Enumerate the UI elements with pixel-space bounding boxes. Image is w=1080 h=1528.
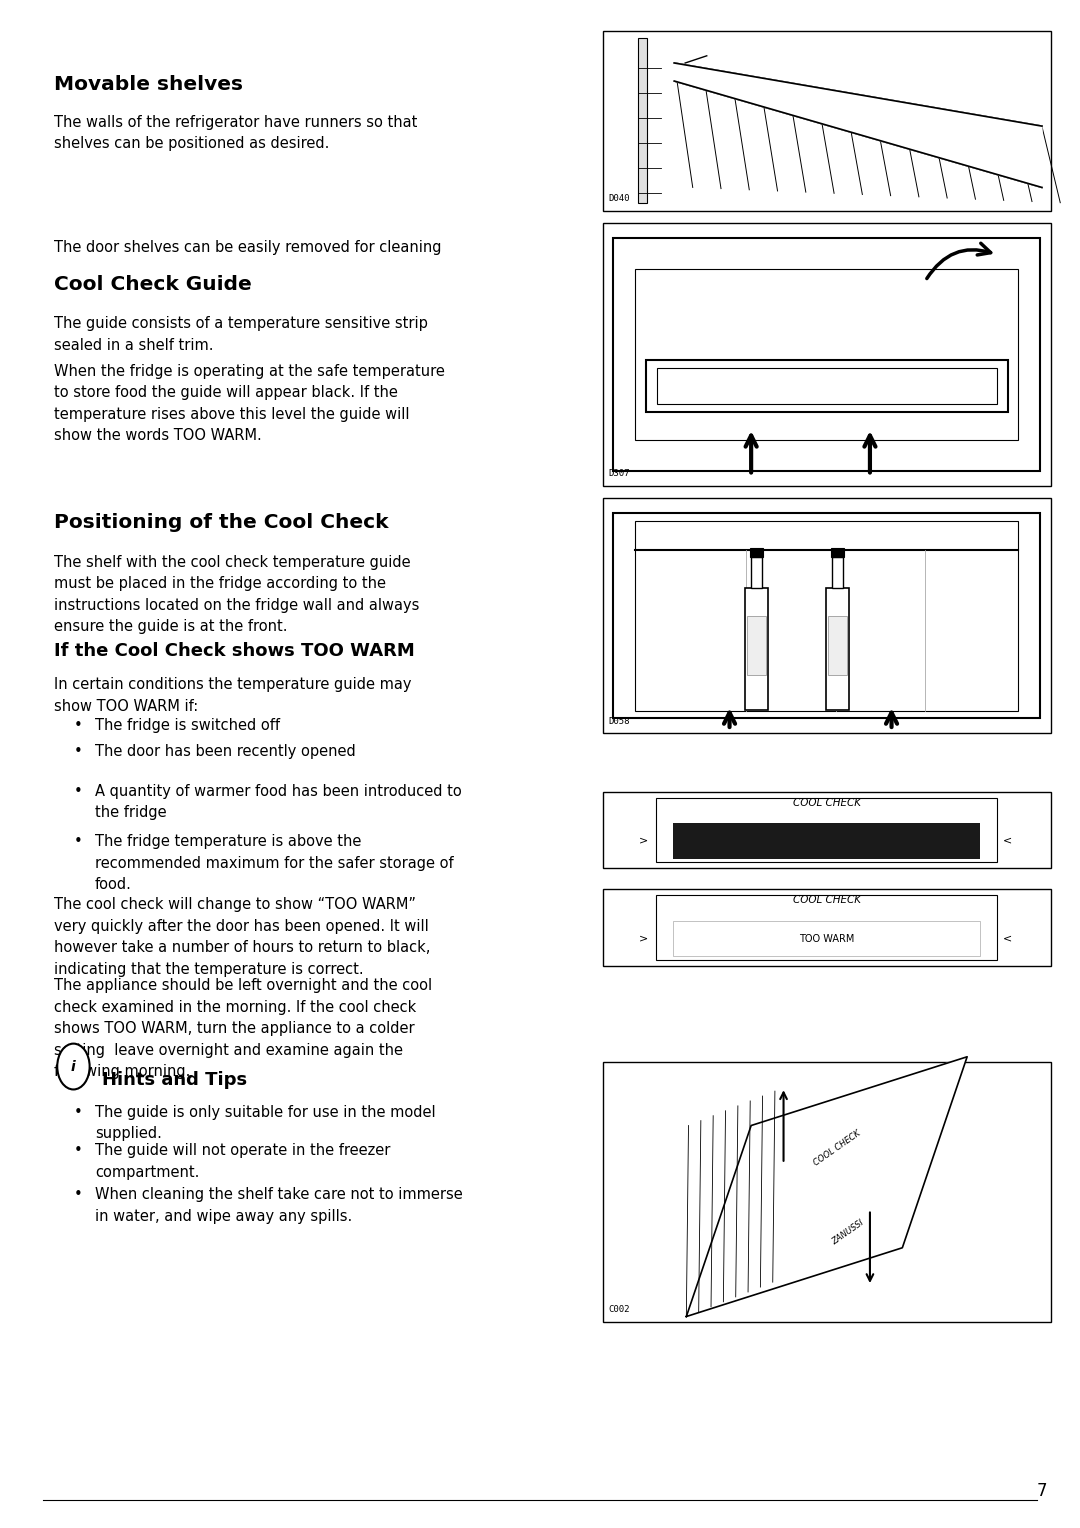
Text: D058: D058 — [608, 717, 630, 726]
Text: <: < — [1002, 836, 1012, 847]
Bar — [635, 521, 1018, 711]
Bar — [657, 895, 997, 960]
Text: i: i — [71, 1059, 76, 1074]
Bar — [603, 31, 1051, 211]
Text: In certain conditions the temperature guide may
show TOO WARM if:: In certain conditions the temperature gu… — [54, 677, 411, 714]
Bar — [638, 38, 647, 203]
Bar — [613, 513, 1040, 718]
Text: The appliance should be left overnight and the cool
check examined in the mornin: The appliance should be left overnight a… — [54, 978, 432, 1079]
Text: Positioning of the Cool Check: Positioning of the Cool Check — [54, 513, 389, 532]
Bar — [828, 616, 848, 674]
Bar — [832, 556, 843, 588]
Bar — [657, 798, 997, 862]
Text: >: > — [638, 934, 648, 944]
Text: •: • — [73, 1143, 82, 1158]
Text: Hints and Tips: Hints and Tips — [102, 1071, 246, 1089]
Text: >: > — [638, 836, 648, 847]
Bar — [603, 889, 1051, 966]
Text: •: • — [73, 744, 82, 759]
Bar — [747, 616, 767, 674]
Text: TOO WARM: TOO WARM — [799, 934, 854, 944]
Text: COOL CHECK: COOL CHECK — [812, 1129, 863, 1167]
Bar — [646, 359, 1008, 413]
Bar — [745, 588, 769, 711]
Text: The fridge is switched off: The fridge is switched off — [95, 718, 280, 733]
Bar — [603, 498, 1051, 733]
Text: If the Cool Check shows TOO WARM: If the Cool Check shows TOO WARM — [54, 642, 415, 660]
Text: ZANUSSI: ZANUSSI — [831, 1218, 866, 1247]
Bar — [603, 223, 1051, 486]
Text: The door shelves can be easily removed for cleaning: The door shelves can be easily removed f… — [54, 240, 442, 255]
Text: The cool check will change to show “TOO WARM”
very quickly after the door has be: The cool check will change to show “TOO … — [54, 897, 430, 976]
Bar — [613, 238, 1040, 471]
Bar — [635, 269, 1018, 440]
Text: C002: C002 — [608, 1305, 630, 1314]
Text: Movable shelves: Movable shelves — [54, 75, 243, 93]
Bar — [750, 547, 764, 556]
Polygon shape — [687, 1057, 968, 1317]
Text: The guide is only suitable for use in the model
supplied.: The guide is only suitable for use in th… — [95, 1105, 435, 1141]
Text: •: • — [73, 784, 82, 799]
Text: 7: 7 — [1037, 1482, 1048, 1500]
Bar — [603, 792, 1051, 868]
Text: The guide consists of a temperature sensitive strip
sealed in a shelf trim.: The guide consists of a temperature sens… — [54, 316, 428, 353]
Text: The shelf with the cool check temperature guide
must be placed in the fridge acc: The shelf with the cool check temperatur… — [54, 555, 419, 634]
Text: D040: D040 — [608, 194, 630, 203]
Text: Cool Check Guide: Cool Check Guide — [54, 275, 252, 293]
Bar — [674, 824, 980, 859]
Bar — [657, 368, 997, 405]
Text: •: • — [73, 718, 82, 733]
Text: •: • — [73, 1187, 82, 1203]
Text: The walls of the refrigerator have runners so that
shelves can be positioned as : The walls of the refrigerator have runne… — [54, 115, 417, 151]
Text: COOL CHECK: COOL CHECK — [793, 798, 861, 808]
Text: When cleaning the shelf take care not to immerse
in water, and wipe away any spi: When cleaning the shelf take care not to… — [95, 1187, 463, 1224]
Text: The door has been recently opened: The door has been recently opened — [95, 744, 355, 759]
Bar — [603, 1062, 1051, 1322]
Text: The guide will not operate in the freezer
compartment.: The guide will not operate in the freeze… — [95, 1143, 390, 1180]
Text: D307: D307 — [608, 469, 630, 478]
Text: •: • — [73, 834, 82, 850]
Bar — [831, 547, 845, 556]
Bar — [751, 556, 762, 588]
Circle shape — [57, 1044, 90, 1089]
Text: COOL CHECK: COOL CHECK — [793, 895, 861, 906]
Bar — [826, 588, 850, 711]
Text: The fridge temperature is above the
recommended maximum for the safer storage of: The fridge temperature is above the reco… — [95, 834, 454, 892]
Text: •: • — [73, 1105, 82, 1120]
Text: <: < — [1002, 934, 1012, 944]
Bar — [674, 921, 980, 957]
Polygon shape — [674, 63, 1042, 188]
Text: When the fridge is operating at the safe temperature
to store food the guide wil: When the fridge is operating at the safe… — [54, 364, 445, 443]
Text: A quantity of warmer food has been introduced to
the fridge: A quantity of warmer food has been intro… — [95, 784, 462, 821]
